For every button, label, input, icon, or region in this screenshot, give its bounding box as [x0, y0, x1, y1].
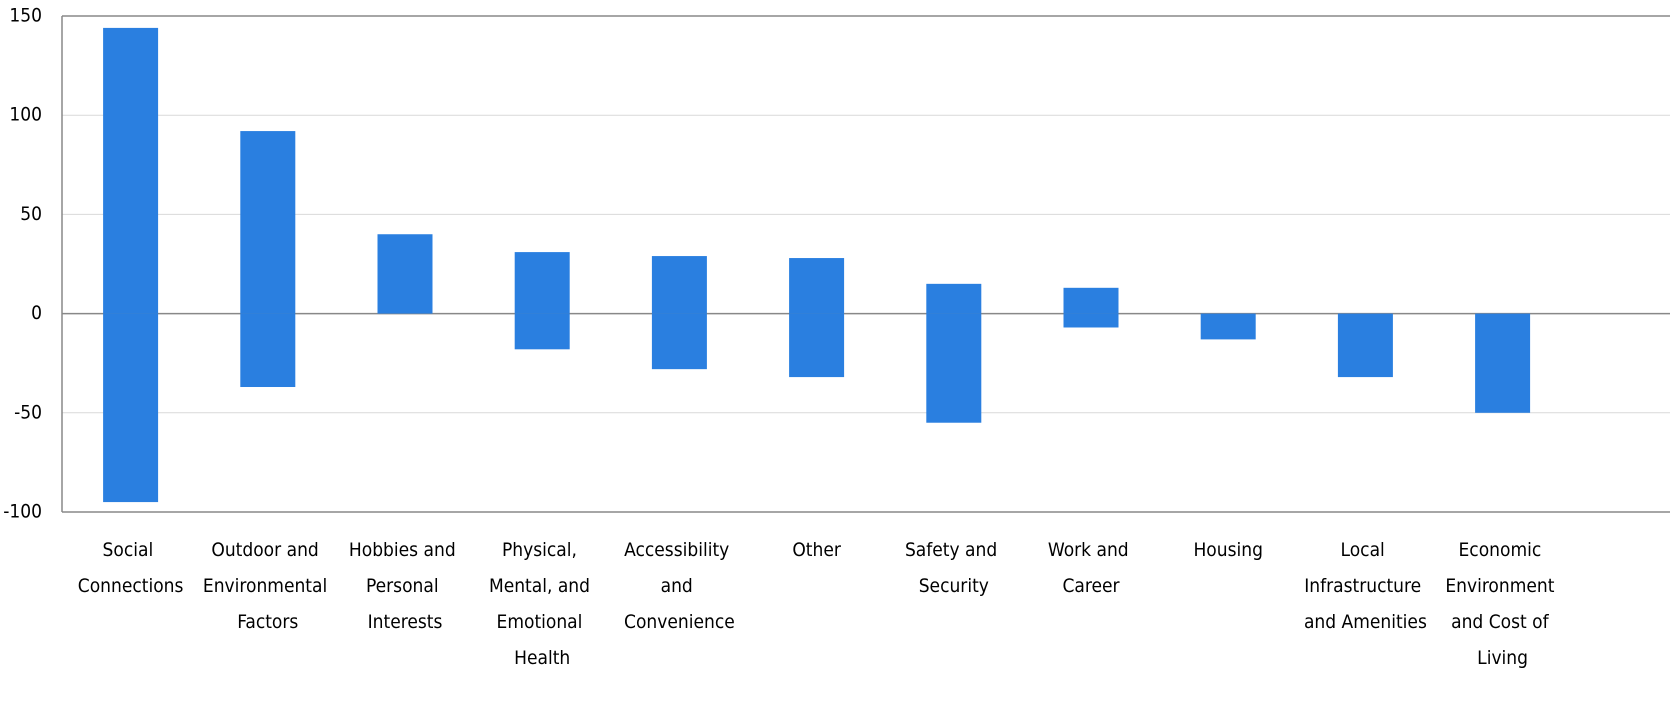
bar: [789, 258, 845, 314]
x-tick-label: Local Infrastructure and Amenities: [1304, 539, 1427, 633]
x-tick-label: Work and Career: [1048, 539, 1134, 597]
y-tick-label: 150: [9, 5, 42, 27]
label-line: and Cost of: [1451, 611, 1554, 633]
label-line: Emotional: [497, 611, 588, 633]
x-tick-label: Outdoor and Environmental Factors: [203, 539, 333, 633]
bar: [651, 313, 707, 370]
y-tick-label: -50: [14, 401, 42, 423]
bar: [926, 283, 982, 314]
bar: [377, 234, 433, 314]
bar: [926, 313, 982, 423]
label-line: Social: [103, 539, 159, 561]
x-tick-label: Economic Environment and Cost of Living: [1445, 539, 1560, 669]
label-line: Environment: [1445, 575, 1560, 597]
label-line: Environmental: [203, 575, 333, 597]
y-tick-label: 0: [31, 302, 42, 324]
label-line: Safety and: [905, 539, 1003, 561]
label-line: Physical,: [502, 539, 582, 561]
bar: [1475, 313, 1531, 413]
bar: [240, 131, 296, 314]
x-tick-label: Other: [792, 539, 842, 561]
y-tick-label: 50: [20, 203, 42, 225]
bar: [1063, 287, 1119, 314]
label-line: Convenience: [624, 611, 735, 633]
x-tick-label: Housing: [1193, 539, 1263, 561]
bar: [651, 256, 707, 314]
x-tick-label: Social Connections: [78, 539, 184, 597]
bar: [240, 313, 296, 388]
y-tick-label: -100: [3, 501, 42, 523]
label-line: Outdoor and: [211, 539, 324, 561]
bar: [514, 252, 570, 314]
label-line: Factors: [237, 611, 298, 633]
label-line: Mental, and: [489, 575, 595, 597]
label-line: Accessibility: [624, 539, 735, 561]
label-line: Security: [919, 575, 989, 597]
label-line: Personal: [366, 575, 444, 597]
bar: [1200, 313, 1256, 340]
x-tick-label: Hobbies and Personal Interests: [349, 539, 461, 633]
bar: [1337, 313, 1393, 378]
label-line: Hobbies and: [349, 539, 461, 561]
bar: [103, 27, 159, 314]
label-line: and Amenities: [1304, 611, 1427, 633]
label-line: Interests: [368, 611, 443, 633]
label-line: Economic: [1459, 539, 1547, 561]
label-line: and: [661, 575, 699, 597]
x-tick-label: Safety and Security: [905, 539, 1003, 597]
label-line: Living: [1477, 647, 1528, 669]
x-tick-label: Physical, Mental, and Emotional Health: [489, 539, 595, 669]
bar: [1063, 313, 1119, 328]
label-line: Connections: [78, 575, 184, 597]
bar: [789, 313, 845, 378]
label-line: Infrastructure: [1304, 575, 1426, 597]
label-line: Housing: [1193, 539, 1263, 561]
y-tick-label: 100: [9, 104, 42, 126]
label-line: Local: [1341, 539, 1391, 561]
label-line: Health: [514, 647, 570, 669]
label-line: Career: [1062, 575, 1120, 597]
label-line: Other: [792, 539, 842, 561]
bar: [514, 313, 570, 350]
x-tick-label: Accessibility and Convenience: [624, 539, 735, 633]
bar: [103, 313, 159, 503]
label-line: Work and: [1048, 539, 1134, 561]
